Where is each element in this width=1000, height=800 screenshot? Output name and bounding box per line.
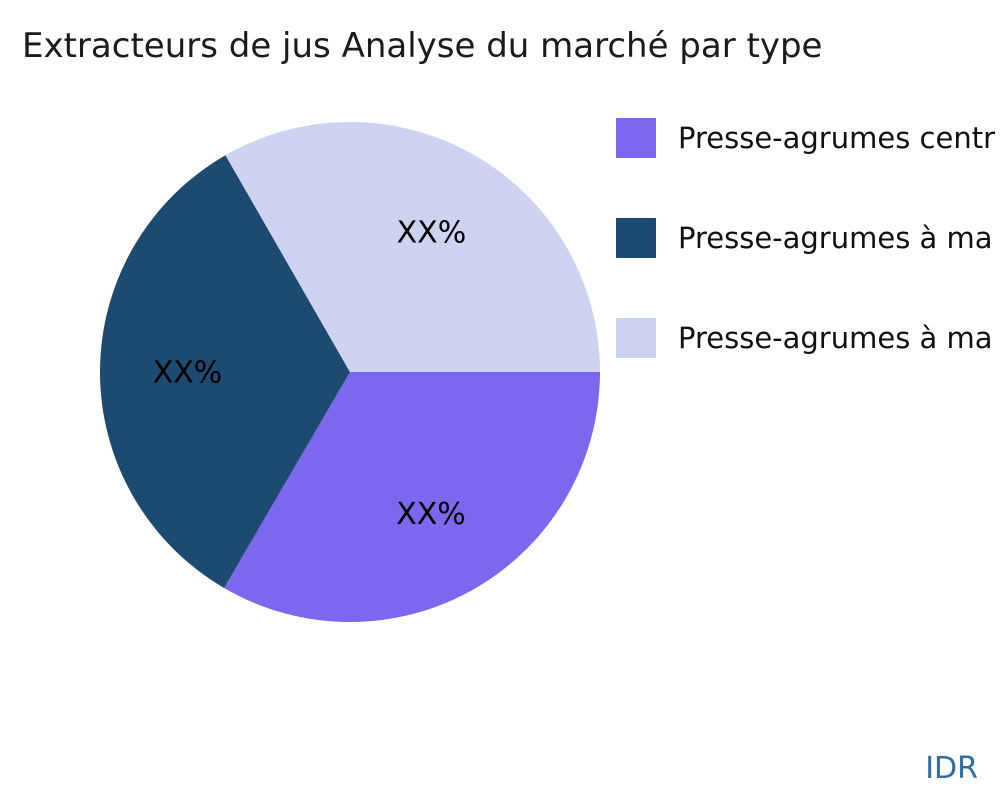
legend-swatch-2 <box>616 318 656 358</box>
legend-label-1: Presse-agrumes à ma <box>678 221 993 255</box>
pie-slice-1 <box>99 155 351 588</box>
legend-label-0: Presse-agrumes centr <box>678 121 995 155</box>
legend-item-0: Presse-agrumes centr <box>616 118 995 158</box>
legend: Presse-agrumes centr Presse-agrumes à ma… <box>616 118 995 418</box>
pie-slice-0 <box>224 372 600 623</box>
legend-swatch-1 <box>616 218 656 258</box>
pie-slice-label-1: XX% <box>153 356 223 391</box>
watermark-idr: IDR <box>925 751 978 786</box>
chart-title: Extracteurs de jus Analyse du marché par… <box>22 26 823 66</box>
legend-label-2: Presse-agrumes à ma <box>678 321 993 355</box>
legend-item-2: Presse-agrumes à ma <box>616 318 995 358</box>
legend-swatch-0 <box>616 118 656 158</box>
pie-slice-label-0: XX% <box>396 497 466 532</box>
legend-item-1: Presse-agrumes à ma <box>616 218 995 258</box>
pie-slice-2 <box>225 121 601 372</box>
pie-slice-label-2: XX% <box>397 215 467 250</box>
